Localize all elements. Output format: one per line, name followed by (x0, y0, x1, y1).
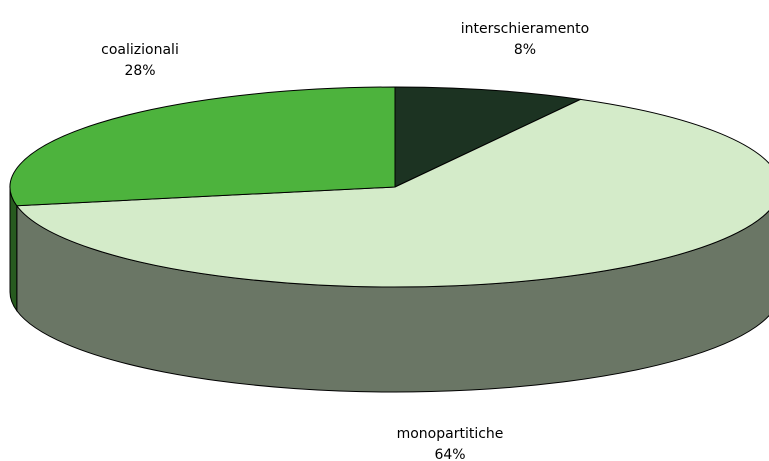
slice-label: monopartitiche (397, 426, 504, 442)
slice-label: interschieramento (461, 21, 590, 37)
slice-label: coalizionali (101, 42, 179, 58)
slice-value-label: 28% (124, 63, 155, 79)
slice (394, 86, 583, 188)
slice-value-label: 64% (434, 447, 465, 461)
slice-side (9, 186, 18, 313)
slice (15, 98, 769, 288)
slice (9, 86, 396, 207)
slice-value-label: 8% (514, 42, 536, 58)
